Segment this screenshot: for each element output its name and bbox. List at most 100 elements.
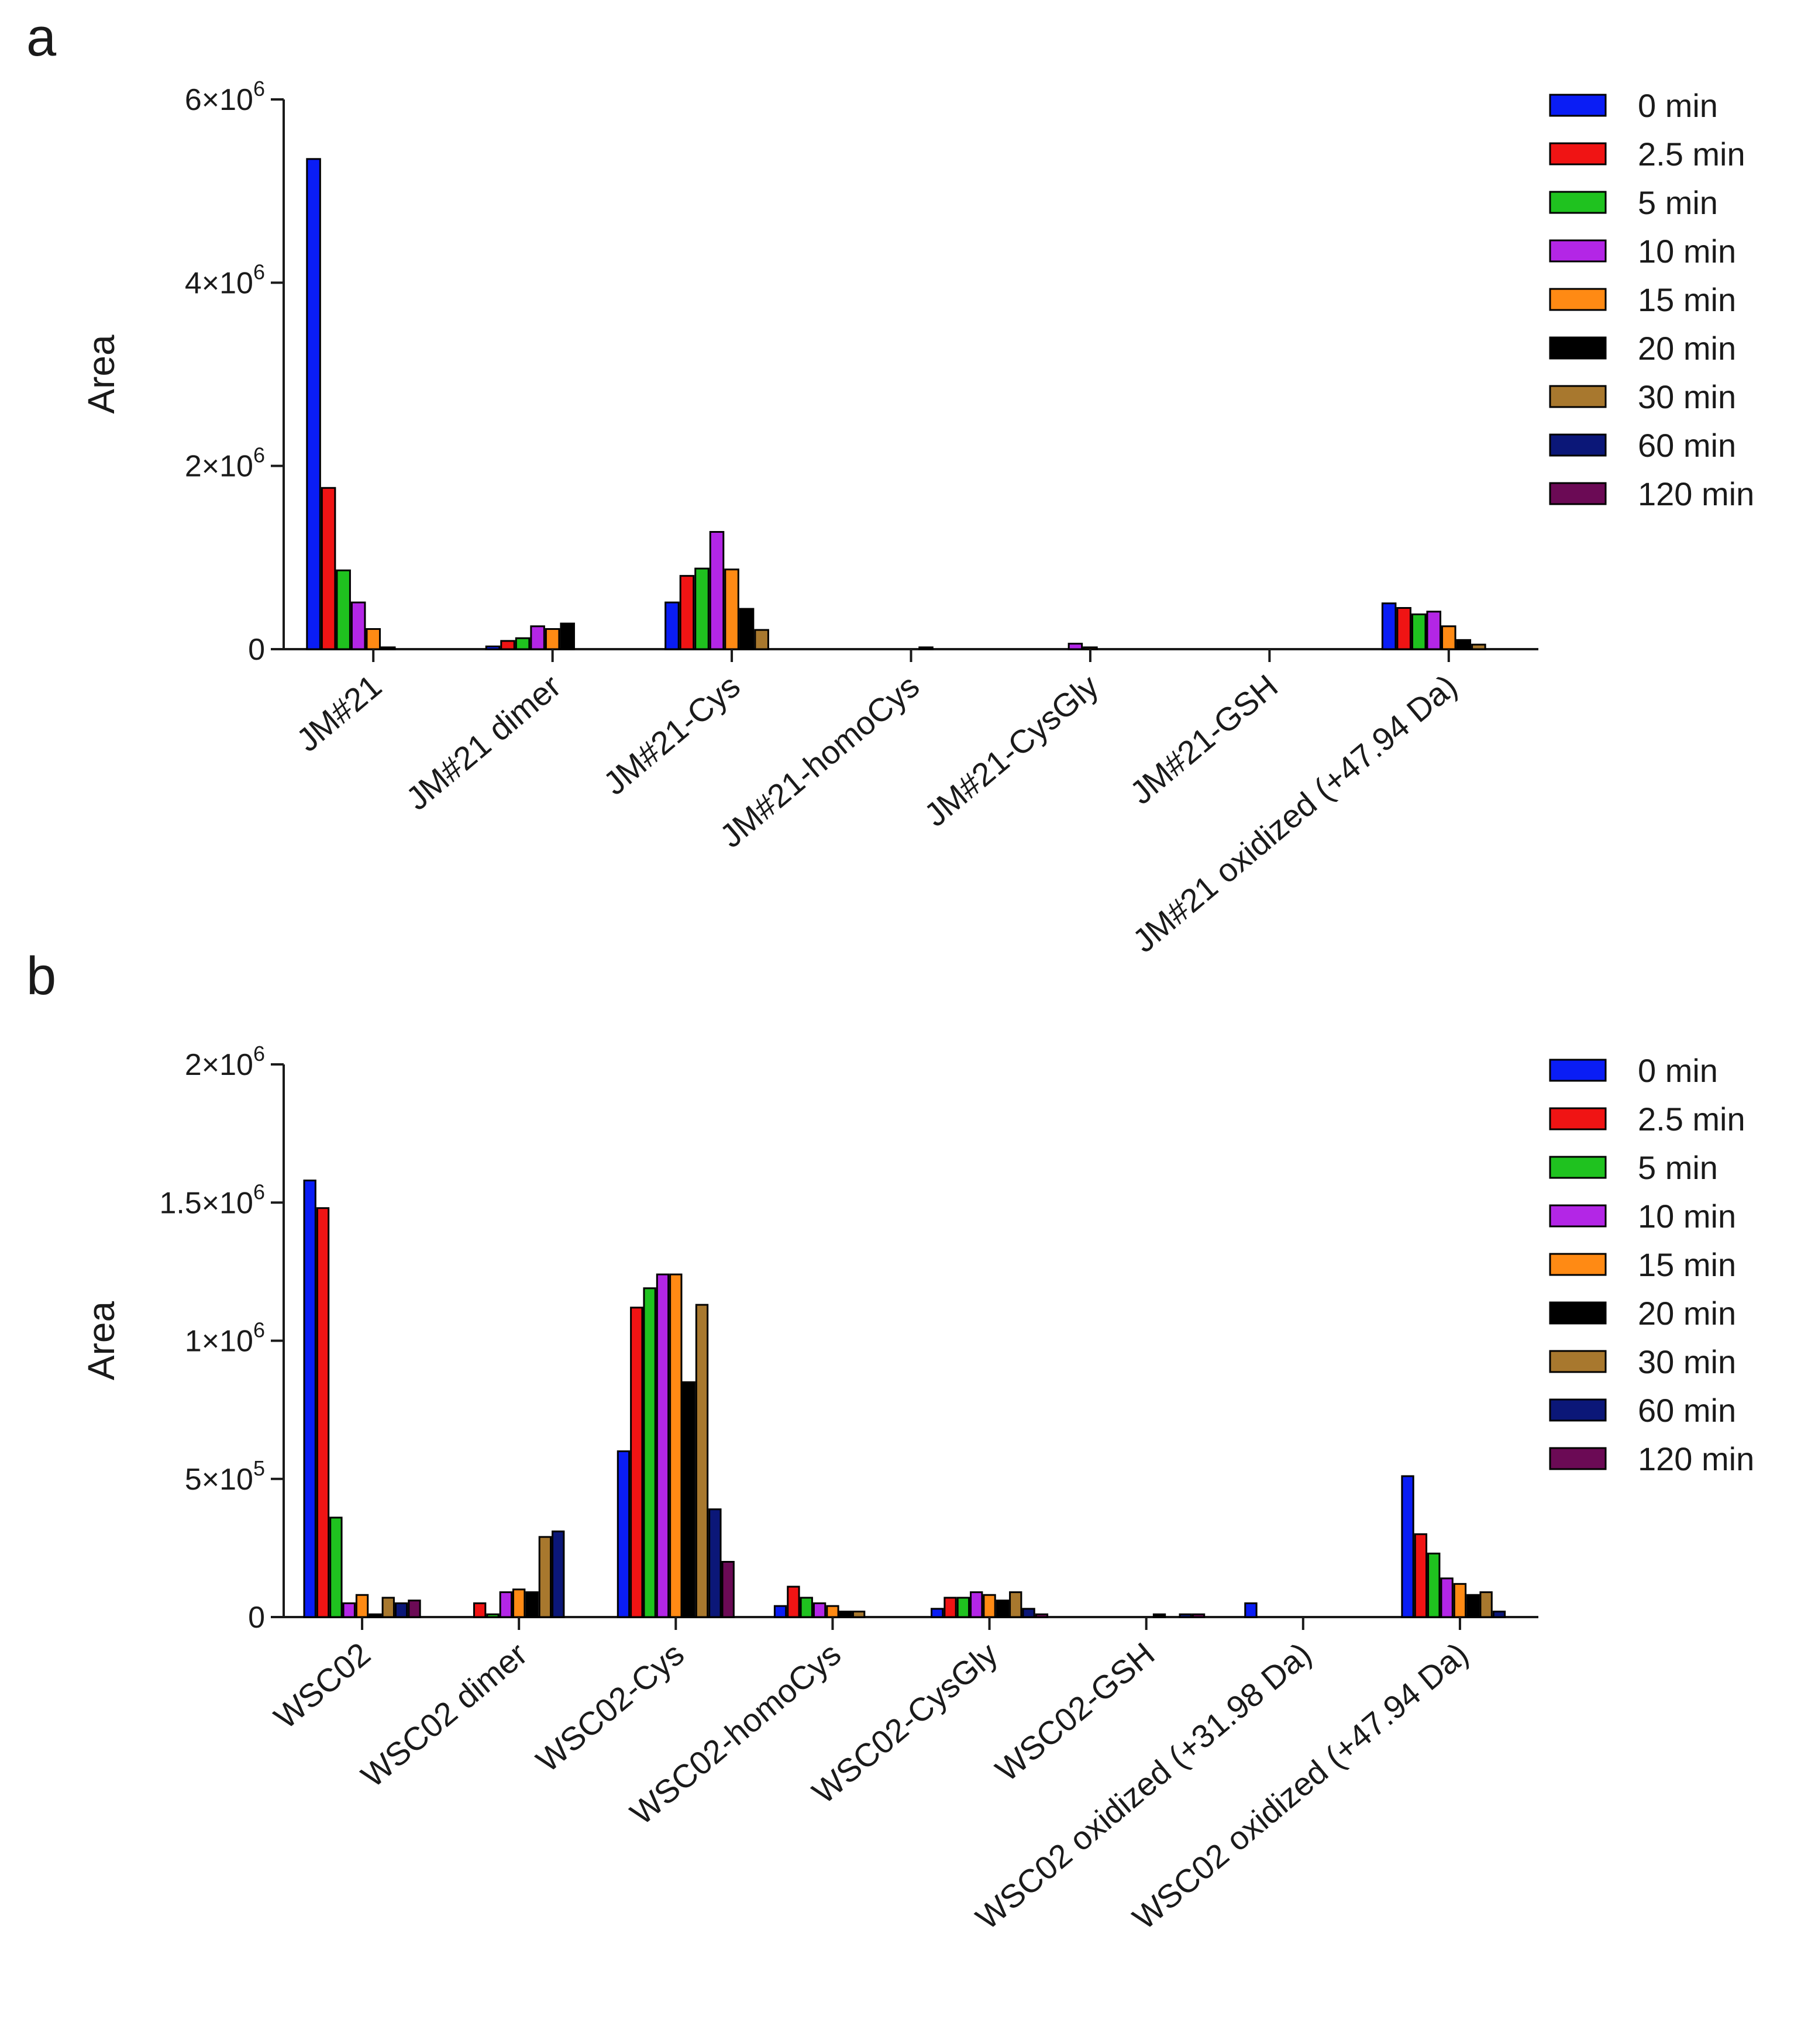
bar: [943, 1597, 957, 1618]
y-axis-title: Area: [80, 1301, 122, 1381]
legend-swatch: [1549, 94, 1607, 117]
legend-swatch: [1549, 1398, 1607, 1422]
bar: [369, 1613, 382, 1618]
y-axis-title: Area: [80, 335, 122, 414]
bar: [1396, 607, 1411, 650]
bar: [530, 625, 545, 650]
y-tick-label: 6×106: [185, 77, 265, 117]
legend-label: 5 min: [1638, 184, 1718, 221]
legend-label: 0 min: [1638, 87, 1718, 124]
legend-swatch: [1549, 239, 1607, 263]
legend-label: 60 min: [1638, 427, 1736, 464]
x-tick-label: WSC02 dimer: [354, 1635, 533, 1794]
legend: 0 min 2.5 min 5 min 10 min 15 min 20 min 30 mi…: [1549, 1052, 1754, 1477]
bar: [560, 622, 575, 650]
x-tick-label: JM#21-GSH: [1123, 667, 1285, 811]
legend-swatch: [1549, 1350, 1607, 1373]
bar: [1426, 611, 1442, 650]
bar: [538, 1536, 552, 1618]
bar: [800, 1597, 813, 1618]
x-tick-label: JM#21 oxidized (+47.94 Da): [1125, 667, 1463, 959]
legend-label: 120 min: [1638, 1440, 1754, 1477]
bar: [852, 1611, 866, 1618]
bar: [643, 1287, 656, 1618]
bar: [381, 1597, 395, 1618]
bar: [1401, 1475, 1414, 1618]
bar: [1492, 1611, 1506, 1618]
bar: [552, 1531, 565, 1618]
x-tick-label: WSC02 oxidized (+47.94 Da): [1125, 1635, 1475, 1936]
bar: [1244, 1602, 1258, 1618]
legend-swatch: [1549, 142, 1607, 166]
x-tick-label: WSC02: [267, 1635, 377, 1736]
legend-swatch: [1549, 385, 1607, 408]
panel-label-a: a: [26, 8, 57, 67]
legend-swatch: [1549, 433, 1607, 457]
bar: [336, 569, 351, 650]
x-tick-label: WSC02-Cys: [529, 1635, 691, 1779]
bar: [329, 1516, 343, 1618]
bar: [695, 1304, 709, 1618]
bar: [321, 487, 336, 650]
bar: [1440, 1577, 1454, 1618]
legend-swatch: [1549, 1301, 1607, 1325]
bar: [303, 1179, 316, 1618]
bar: [754, 629, 769, 650]
y-tick-label: 0: [248, 633, 265, 667]
y-tick-label: 4×106: [185, 260, 265, 300]
bar: [485, 645, 501, 650]
legend-label: 20 min: [1638, 330, 1736, 367]
bar: [787, 1585, 800, 1618]
legend-label: 20 min: [1638, 1295, 1736, 1332]
legend-label: 30 min: [1638, 1343, 1736, 1380]
bar: [1381, 602, 1397, 650]
bar: [545, 628, 560, 650]
bar: [694, 567, 710, 650]
y-tick-label: 5×105: [185, 1456, 265, 1497]
bar: [394, 1602, 408, 1618]
legend-label: 2.5 min: [1638, 1101, 1745, 1138]
legend-label: 15 min: [1638, 1246, 1736, 1283]
bar: [1456, 639, 1472, 650]
x-tick-label: JM#21: [290, 667, 388, 759]
bar: [1035, 1613, 1049, 1618]
bar: [996, 1600, 1010, 1618]
bar: [617, 1450, 631, 1618]
legend-swatch: [1549, 1253, 1607, 1276]
bar: [525, 1591, 539, 1618]
bar: [1466, 1594, 1480, 1618]
bar: [1192, 1613, 1206, 1618]
legend-swatch: [1549, 1447, 1607, 1470]
legend-swatch: [1549, 336, 1607, 360]
bar: [1427, 1552, 1441, 1618]
bar: [656, 1273, 670, 1618]
legend-label: 10 min: [1638, 233, 1736, 270]
bar: [512, 1588, 526, 1618]
legend-swatch: [1549, 1059, 1607, 1082]
bar: [682, 1381, 695, 1618]
x-tick-label: JM#21-CysGly: [917, 667, 1106, 833]
bar: [1152, 1613, 1166, 1618]
bar: [970, 1591, 983, 1618]
legend-label: 30 min: [1638, 378, 1736, 415]
y-tick-label: 2×106: [185, 443, 265, 484]
legend-swatch: [1549, 1156, 1607, 1179]
bar: [515, 637, 531, 650]
legend-swatch: [1549, 288, 1607, 311]
bar: [486, 1613, 500, 1618]
y-tick-label: 1.5×106: [159, 1180, 265, 1220]
bar: [826, 1605, 839, 1618]
bar: [306, 158, 321, 650]
x-tick-label: JM#21 dimer: [399, 667, 567, 817]
bar: [1022, 1608, 1035, 1618]
y-tick-label: 0: [248, 1601, 265, 1635]
bar: [499, 1591, 513, 1618]
bar: [956, 1597, 970, 1618]
bar: [1471, 643, 1486, 650]
legend-label: 60 min: [1638, 1392, 1736, 1429]
bar: [669, 1273, 683, 1618]
legend-swatch: [1549, 191, 1607, 214]
y-tick-label: 2×106: [185, 1042, 265, 1082]
bar: [983, 1594, 996, 1618]
